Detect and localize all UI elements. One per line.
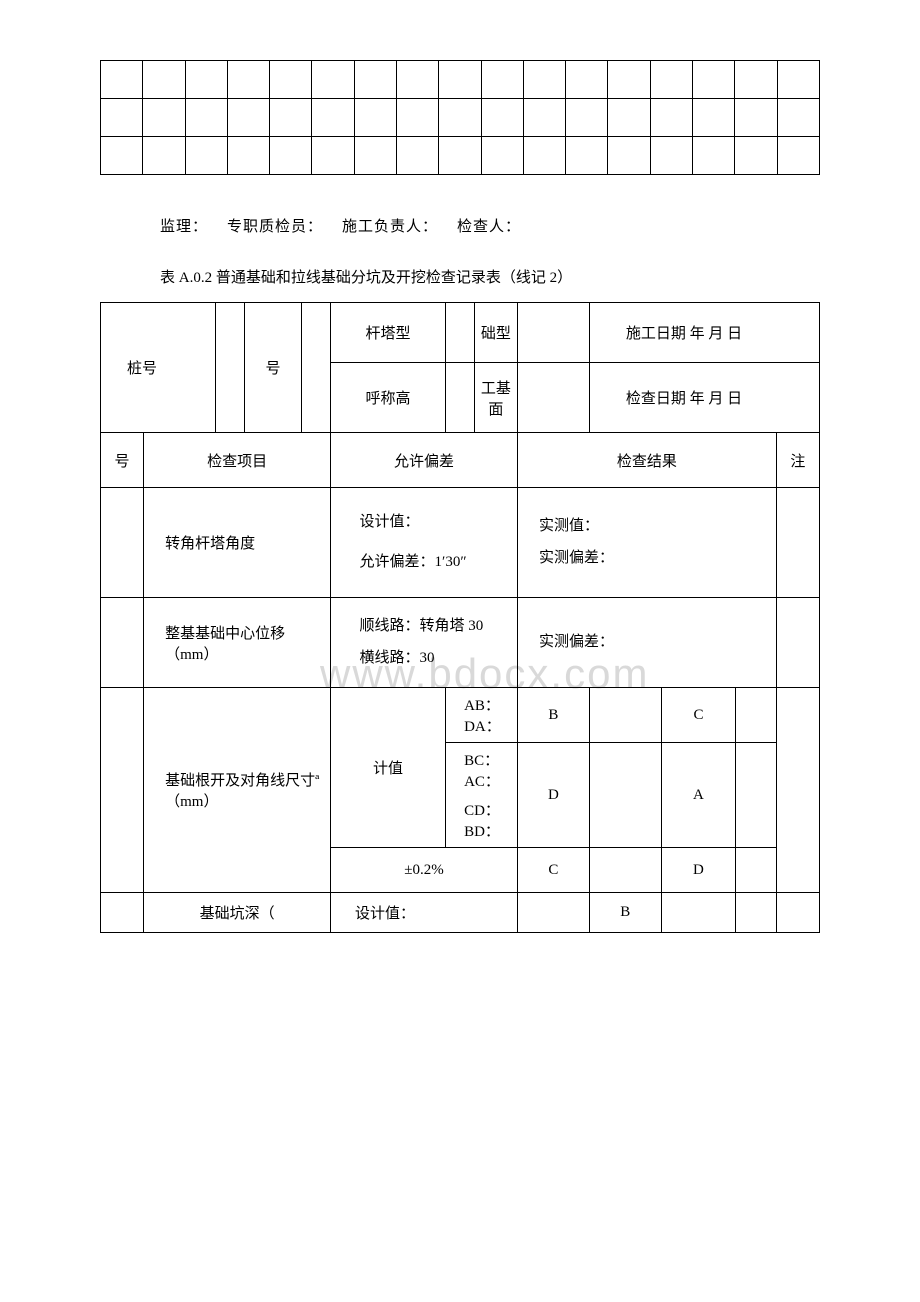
design-value-label: 设计值： (337, 510, 511, 536)
tolerance-percent: ±0.2% (331, 848, 518, 893)
tower-type-cell: 杆塔型 (331, 303, 446, 363)
cross-line-label: 横线路：30 (337, 646, 511, 672)
check-item-dimensions: 基础根开及对角线尺寸ª（mm） (144, 688, 331, 893)
table-row: 号 检查项目 允许偏差 检查结果 注 (101, 433, 820, 488)
table-row (101, 137, 820, 175)
along-line-label: 顺线路：转角塔 30 (337, 614, 511, 640)
col-tolerance: 允许偏差 (331, 433, 518, 488)
col-check-result: 检查结果 (517, 433, 776, 488)
b-label-depth: B (589, 893, 661, 933)
nominal-height-label: 呼称高 (337, 387, 439, 408)
table-row: 整基基础中心位移（mm） 顺线路：转角塔 30 横线路：30 实测偏差： (101, 598, 820, 688)
construction-date-label: 施工日期 年 月 日 (596, 322, 813, 343)
c-label: C (661, 688, 735, 743)
check-date-label: 检查日期 年 月 日 (596, 387, 813, 408)
main-inspection-table: 桩号 号 杆塔型 础型 施工日期 年 月 日 呼称高 工基面 检查日期 年 月 … (100, 302, 820, 933)
check-item-depth: 基础坑深（ (144, 893, 331, 933)
pile-number-cell: 桩号 (101, 303, 216, 433)
d-label-2: D (661, 848, 735, 893)
check-date-cell: 检查日期 年 月 日 (589, 363, 819, 433)
check-item-angle: 转角杆塔角度 (144, 488, 331, 598)
construction-date-cell: 施工日期 年 月 日 (589, 303, 819, 363)
result-displacement: 实测偏差： (517, 598, 776, 688)
bc-ac-label: BC：AC： (452, 749, 511, 791)
bc-ac-cd-bd-cell: BC：AC： CD：BD： (446, 743, 518, 848)
table-row: 桩号 号 杆塔型 础型 施工日期 年 月 日 (101, 303, 820, 363)
c-label-2: C (517, 848, 589, 893)
table-row: 转角杆塔角度 设计值： 允许偏差：1′30″ 实测值： 实测偏差： (101, 488, 820, 598)
design-value-depth: 设计值： (331, 893, 518, 933)
table-title: 表 A.0.2 普通基础和拉线基础分坑及开挖检查记录表（线记 2） (160, 266, 820, 287)
measured-dev-label-2: 实测偏差： (524, 630, 770, 656)
checker-label: 检查人： (457, 219, 521, 235)
work-base-label: 工基面 (474, 363, 517, 433)
measured-value-label: 实测值： (524, 514, 770, 540)
pile-label: 桩号 (107, 357, 209, 378)
foundation-type-label: 础型 (474, 303, 517, 363)
signature-line: 监理： 专职质检员： 施工负责人： 检查人： (160, 215, 820, 236)
d-label: D (517, 743, 589, 848)
col-check-item: 检查项目 (144, 433, 331, 488)
b-label: B (517, 688, 589, 743)
tolerance-angle: 设计值： 允许偏差：1′30″ (331, 488, 518, 598)
check-item-displacement: 整基基础中心位移（mm） (144, 598, 331, 688)
nominal-height-cell: 呼称高 (331, 363, 446, 433)
supervisor-label: 监理： (160, 219, 208, 235)
col-note: 注 (776, 433, 819, 488)
measured-dev-label: 实测偏差： (524, 546, 770, 572)
ab-da-cell: AB：DA： (446, 688, 518, 743)
top-empty-table (100, 60, 820, 175)
number-header: 号 (244, 303, 302, 433)
a-label: A (661, 743, 735, 848)
construction-lead-label: 施工负责人： (342, 219, 438, 235)
tolerance-displacement: 顺线路：转角塔 30 横线路：30 (331, 598, 518, 688)
table-row (101, 99, 820, 137)
tolerance-label: 允许偏差：1′30″ (337, 550, 511, 576)
inspector-label: 专职质检员： (227, 219, 323, 235)
table-row: 基础坑深（ 设计值： B (101, 893, 820, 933)
result-angle: 实测值： 实测偏差： (517, 488, 776, 598)
calc-value-label: 计值 (331, 688, 446, 848)
cd-bd-label: CD：BD： (452, 799, 511, 841)
tower-type-label: 杆塔型 (337, 322, 439, 343)
table-row: 基础根开及对角线尺寸ª（mm） 计值 AB：DA： B C (101, 688, 820, 743)
col-number: 号 (101, 433, 144, 488)
table-row (101, 61, 820, 99)
